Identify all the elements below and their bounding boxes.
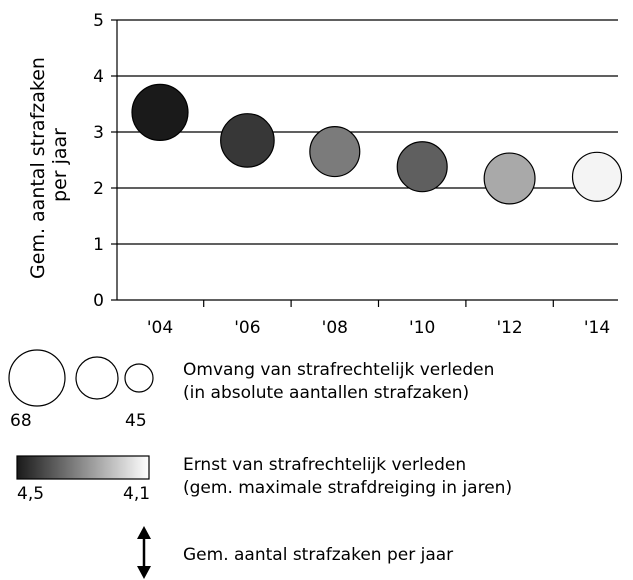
bubble-point	[483, 152, 536, 205]
color-legend-subtitle: (gem. maximale strafdreiging in jaren)	[183, 478, 512, 498]
y-tick-label: 2	[93, 179, 104, 199]
size-legend-max-label: 68	[10, 411, 32, 431]
y-tick-label: 4	[93, 67, 104, 87]
arrow-legend-label: Gem. aantal strafzaken per jaar	[183, 545, 453, 565]
color-legend-high-label: 4,5	[17, 484, 44, 504]
size-legend-title: Omvang van strafrechtelijk verleden	[183, 360, 494, 380]
color-legend: 4,5 4,1 Ernst van strafrechtelijk verled…	[16, 455, 512, 504]
size-legend-large-circle	[8, 349, 66, 407]
y-tick-label: 0	[93, 291, 104, 311]
x-tick-label: '14	[584, 318, 610, 338]
color-legend-title: Ernst van strafrechtelijk verleden	[183, 455, 466, 475]
x-tick-label: '10	[409, 318, 435, 338]
arrow-legend: Gem. aantal strafzaken per jaar	[137, 526, 453, 579]
y-axis: 0 1 2 3 4 5	[93, 11, 118, 311]
gridlines	[117, 19, 618, 245]
double-arrow-icon	[137, 526, 151, 579]
y-tick-label: 5	[93, 11, 104, 31]
x-axis: '04 '06 '08 '10 '12 '14	[117, 299, 618, 338]
size-legend-min-label: 45	[125, 411, 147, 431]
bubble-point	[396, 141, 448, 193]
y-tick-label: 3	[93, 123, 104, 143]
bubble-point	[571, 151, 623, 202]
size-legend-medium-circle	[75, 356, 119, 400]
bubble-point	[131, 83, 189, 142]
size-legend-small-circle	[124, 363, 154, 393]
bubble-point	[309, 126, 361, 178]
color-legend-gradient-bar	[16, 455, 150, 480]
size-legend-subtitle: (in absolute aantallen strafzaken)	[183, 383, 469, 403]
size-legend: 68 45 Omvang van strafrechtelijk verlede…	[8, 349, 494, 431]
x-tick-label: '12	[496, 318, 522, 338]
y-tick-label: 1	[93, 235, 104, 255]
x-tick-label: '06	[234, 318, 260, 338]
bubbles	[131, 83, 623, 205]
color-legend-low-label: 4,1	[123, 484, 150, 504]
y-axis-label: Gem. aantal strafzaken per jaar	[27, 51, 71, 279]
x-tick-label: '08	[322, 318, 348, 338]
x-tick-label: '04	[147, 318, 173, 338]
bubble-point	[220, 113, 275, 168]
